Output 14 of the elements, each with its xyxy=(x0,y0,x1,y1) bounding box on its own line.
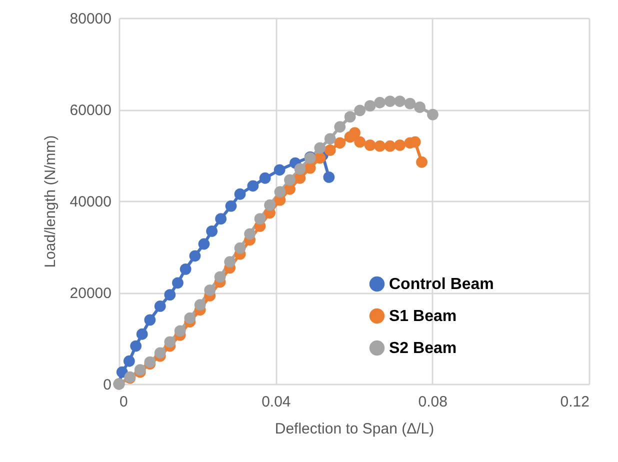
legend-label: S1 Beam xyxy=(389,308,457,325)
y-axis-title: Load/length (N/mm) xyxy=(42,135,59,268)
x-tick-label: 0.12 xyxy=(560,394,590,410)
y-tick-label: 40000 xyxy=(70,194,112,210)
y-tick-label: 80000 xyxy=(70,10,112,28)
legend-label: S2 Beam xyxy=(389,340,457,357)
x-tick-label: 0.04 xyxy=(262,394,291,410)
x-tick-label: 0 xyxy=(120,394,128,410)
x-axis-title: Deflection to Span (Δ/L) xyxy=(274,420,434,438)
y-tick-label: 0 xyxy=(103,376,112,394)
legend-label: Control Beam xyxy=(389,276,494,293)
y-tick-label: 20000 xyxy=(70,285,112,302)
y-tick-label: 60000 xyxy=(70,102,112,119)
x-tick-label: 0.08 xyxy=(418,394,448,410)
